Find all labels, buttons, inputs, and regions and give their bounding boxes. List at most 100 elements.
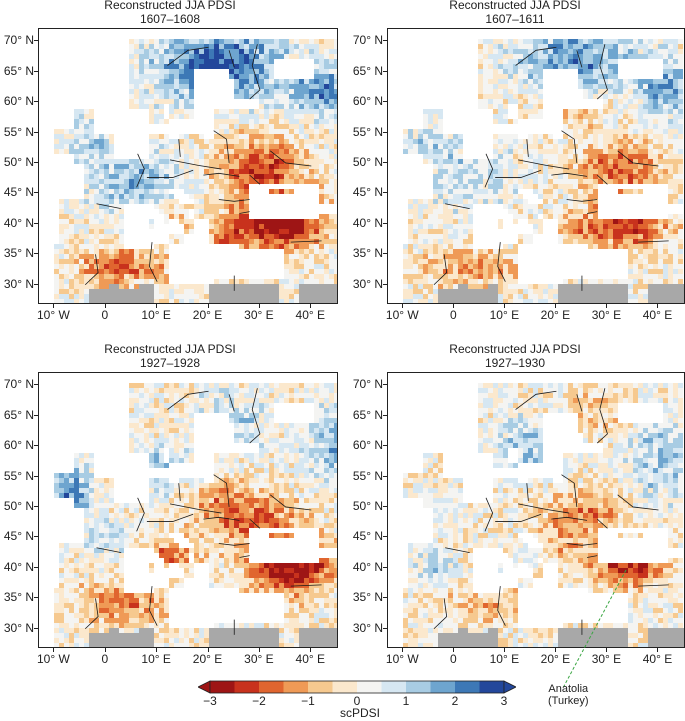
pdsi-grid-cell xyxy=(184,453,189,458)
pdsi-grid-cell xyxy=(124,194,129,199)
pdsi-grid-cell xyxy=(289,269,294,274)
pdsi-grid-cell xyxy=(224,279,229,284)
pdsi-grid-cell xyxy=(99,478,104,483)
pdsi-grid-cell xyxy=(583,49,588,54)
pdsi-grid-cell xyxy=(264,114,269,119)
pdsi-grid-cell xyxy=(54,294,59,299)
pdsi-grid-cell xyxy=(428,264,433,269)
pdsi-grid-cell xyxy=(99,294,104,299)
pdsi-grid-cell xyxy=(154,463,159,468)
pdsi-grid-cell xyxy=(94,239,99,244)
pdsi-grid-cell xyxy=(304,114,309,119)
pdsi-grid-cell xyxy=(403,244,408,249)
pdsi-grid-cell xyxy=(653,289,658,294)
pdsi-grid-cell xyxy=(329,239,334,244)
pdsi-grid-cell xyxy=(169,418,174,423)
pdsi-grid-cell xyxy=(598,119,603,124)
pdsi-grid-cell xyxy=(653,249,658,254)
pdsi-grid-cell xyxy=(613,299,618,303)
pdsi-grid-cell xyxy=(294,294,299,299)
pdsi-grid-cell xyxy=(134,428,139,433)
pdsi-grid-cell xyxy=(653,284,658,289)
pdsi-grid-cell xyxy=(334,124,337,129)
pdsi-grid-cell xyxy=(658,149,663,154)
pdsi-grid-cell xyxy=(59,134,64,139)
pdsi-grid-cell xyxy=(613,279,618,284)
pdsi-grid-cell xyxy=(314,249,319,254)
pdsi-grid-cell xyxy=(468,174,473,179)
pdsi-grid-cell xyxy=(513,299,518,303)
pdsi-grid-cell xyxy=(483,199,488,204)
pdsi-grid-cell xyxy=(164,219,169,224)
pdsi-grid-cell xyxy=(89,114,94,119)
pdsi-grid-cell xyxy=(663,219,668,224)
pdsi-grid-cell xyxy=(154,249,159,254)
pdsi-grid-cell xyxy=(593,129,598,134)
pdsi-grid-cell xyxy=(618,224,623,229)
pdsi-grid-cell xyxy=(643,179,648,184)
pdsi-grid-cell xyxy=(548,184,553,189)
pdsi-grid-cell xyxy=(568,124,573,129)
pdsi-grid-cell xyxy=(324,264,329,269)
pdsi-grid-cell xyxy=(249,179,254,184)
pdsi-grid-cell xyxy=(528,49,533,54)
pdsi-grid-cell xyxy=(264,463,269,468)
pdsi-grid-cell xyxy=(658,219,663,224)
pdsi-grid-cell xyxy=(304,284,309,289)
pdsi-grid-cell xyxy=(259,129,264,134)
pdsi-grid-cell xyxy=(528,99,533,104)
pdsi-grid-cell xyxy=(104,159,109,164)
pdsi-grid-cell xyxy=(329,259,334,264)
pdsi-grid-cell xyxy=(269,418,274,423)
pdsi-grid-cell xyxy=(498,59,503,64)
pdsi-grid-cell xyxy=(94,154,99,159)
pdsi-grid-cell xyxy=(319,94,324,99)
pdsi-grid-cell xyxy=(289,124,294,129)
pdsi-grid-cell xyxy=(528,84,533,89)
pdsi-grid-cell xyxy=(109,144,114,149)
pdsi-grid-cell xyxy=(214,194,219,199)
pdsi-grid-cell xyxy=(264,119,269,124)
pdsi-grid-cell xyxy=(149,413,154,418)
pdsi-grid-cell xyxy=(648,119,653,124)
pdsi-grid-cell xyxy=(179,54,184,59)
pdsi-grid-cell xyxy=(144,64,149,69)
pdsi-grid-cell xyxy=(329,388,334,393)
pdsi-grid-cell xyxy=(433,289,438,294)
pdsi-grid-cell xyxy=(104,189,109,194)
pdsi-grid-cell xyxy=(174,54,179,59)
pdsi-grid-cell xyxy=(149,428,154,433)
pdsi-grid-cell xyxy=(588,84,593,89)
pdsi-grid-cell xyxy=(673,139,678,144)
pdsi-grid-cell xyxy=(458,219,463,224)
pdsi-grid-cell xyxy=(678,199,683,204)
pdsi-grid-cell xyxy=(643,244,648,249)
pdsi-grid-cell xyxy=(528,79,533,84)
pdsi-grid-cell xyxy=(259,229,264,234)
pdsi-grid-cell xyxy=(483,64,488,69)
pdsi-grid-cell xyxy=(269,64,274,69)
pdsi-grid-cell xyxy=(533,74,538,79)
pdsi-grid-cell xyxy=(448,259,453,264)
pdsi-grid-cell xyxy=(613,64,618,69)
pdsi-grid-cell xyxy=(319,154,324,159)
pdsi-grid-cell xyxy=(678,184,683,189)
pdsi-grid-cell xyxy=(538,204,543,209)
pdsi-grid-cell xyxy=(453,299,458,303)
pdsi-grid-cell xyxy=(583,164,588,169)
pdsi-grid-cell xyxy=(219,383,224,388)
pdsi-grid-cell xyxy=(658,119,663,124)
pdsi-grid-cell xyxy=(224,458,229,463)
pdsi-grid-cell xyxy=(284,274,289,279)
pdsi-grid-cell xyxy=(663,99,668,104)
pdsi-grid-cell xyxy=(184,179,189,184)
pdsi-grid-cell xyxy=(264,219,269,224)
country-border xyxy=(526,139,529,157)
pdsi-grid-cell xyxy=(69,274,74,279)
pdsi-grid-cell xyxy=(583,229,588,234)
pdsi-grid-cell xyxy=(179,448,184,453)
pdsi-grid-cell xyxy=(274,393,279,398)
pdsi-grid-cell xyxy=(633,124,638,129)
pdsi-grid-cell xyxy=(94,134,99,139)
pdsi-grid-cell xyxy=(129,423,134,428)
